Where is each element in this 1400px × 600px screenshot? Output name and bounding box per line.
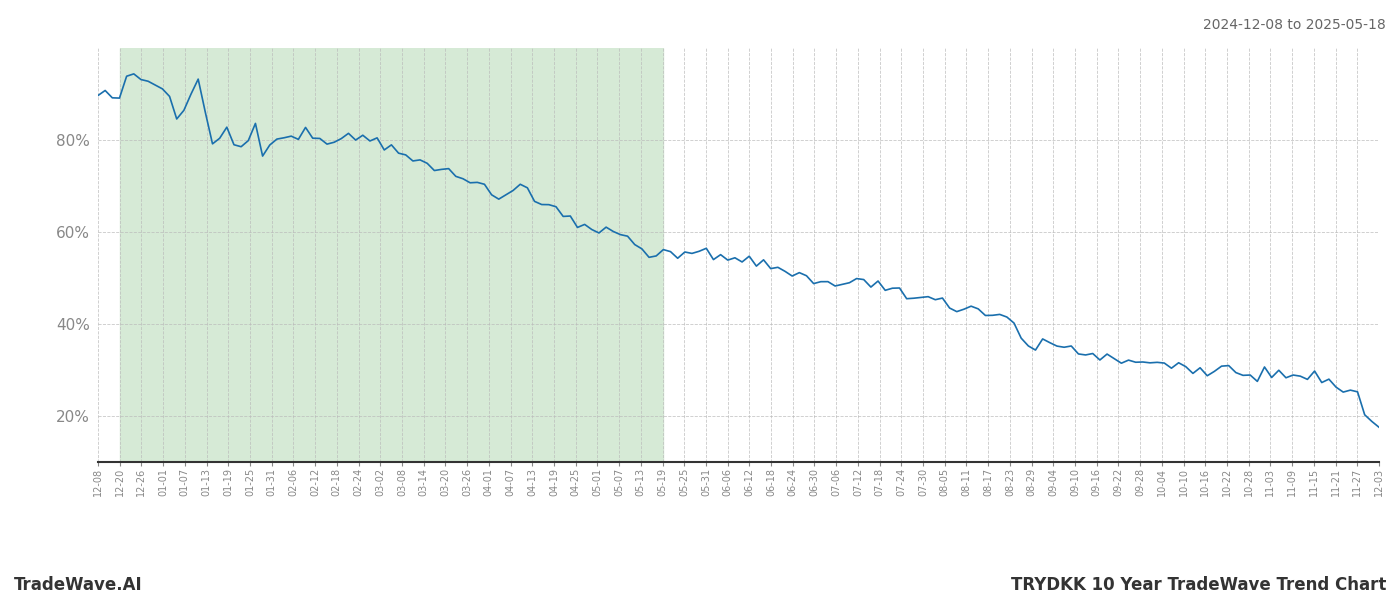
Text: TRYDKK 10 Year TradeWave Trend Chart: TRYDKK 10 Year TradeWave Trend Chart [1011,576,1386,594]
Bar [120,48,662,462]
Text: TradeWave.AI: TradeWave.AI [14,576,143,594]
Text: 2024-12-08 to 2025-05-18: 2024-12-08 to 2025-05-18 [1203,18,1386,32]
